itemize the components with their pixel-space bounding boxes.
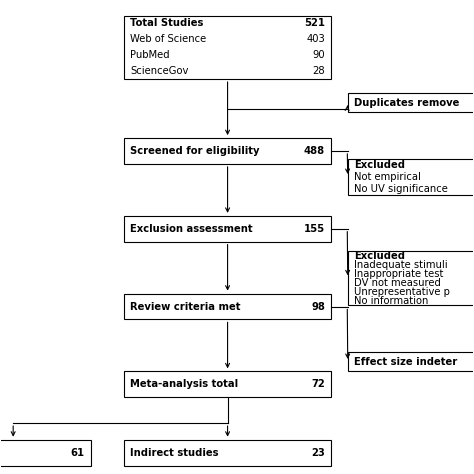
- Text: 90: 90: [312, 50, 325, 60]
- Text: 488: 488: [304, 146, 325, 156]
- Bar: [124, 371, 331, 397]
- Text: Effect size indeter: Effect size indeter: [354, 357, 457, 367]
- Text: 98: 98: [311, 301, 325, 311]
- Text: 155: 155: [304, 224, 325, 234]
- Text: 61: 61: [71, 447, 85, 457]
- Bar: [124, 216, 331, 242]
- Text: 403: 403: [306, 35, 325, 45]
- Text: Exclusion assessment: Exclusion assessment: [130, 224, 253, 234]
- Bar: [348, 93, 474, 112]
- Bar: [124, 138, 331, 164]
- Text: Unrepresentative p: Unrepresentative p: [354, 287, 450, 297]
- Text: Excluded: Excluded: [354, 251, 405, 261]
- Bar: [348, 353, 474, 371]
- Text: Indirect studies: Indirect studies: [130, 447, 219, 457]
- Text: No UV significance: No UV significance: [354, 184, 448, 194]
- Text: Duplicates remove: Duplicates remove: [354, 98, 459, 108]
- Text: Total Studies: Total Studies: [130, 18, 203, 28]
- Text: 23: 23: [311, 447, 325, 457]
- Text: Screened for eligibility: Screened for eligibility: [130, 146, 260, 156]
- Text: 72: 72: [311, 379, 325, 389]
- Text: Inappropriate test: Inappropriate test: [354, 269, 443, 279]
- Text: ScienceGov: ScienceGov: [130, 66, 188, 76]
- Text: Not empirical: Not empirical: [354, 172, 421, 182]
- Bar: [124, 16, 331, 79]
- Text: 521: 521: [304, 18, 325, 28]
- Text: No information: No information: [354, 296, 428, 306]
- Text: 28: 28: [312, 66, 325, 76]
- Text: DV not measured: DV not measured: [354, 278, 441, 288]
- Text: Review criteria met: Review criteria met: [130, 301, 240, 311]
- Bar: [348, 251, 474, 305]
- Text: PubMed: PubMed: [130, 50, 170, 60]
- Bar: [348, 159, 474, 195]
- Text: Inadequate stimuli: Inadequate stimuli: [354, 260, 447, 270]
- Text: Web of Science: Web of Science: [130, 35, 206, 45]
- Text: Meta-analysis total: Meta-analysis total: [130, 379, 238, 389]
- Bar: [124, 293, 331, 319]
- Bar: [0, 439, 91, 465]
- Bar: [124, 439, 331, 465]
- Text: Excluded: Excluded: [354, 160, 405, 170]
